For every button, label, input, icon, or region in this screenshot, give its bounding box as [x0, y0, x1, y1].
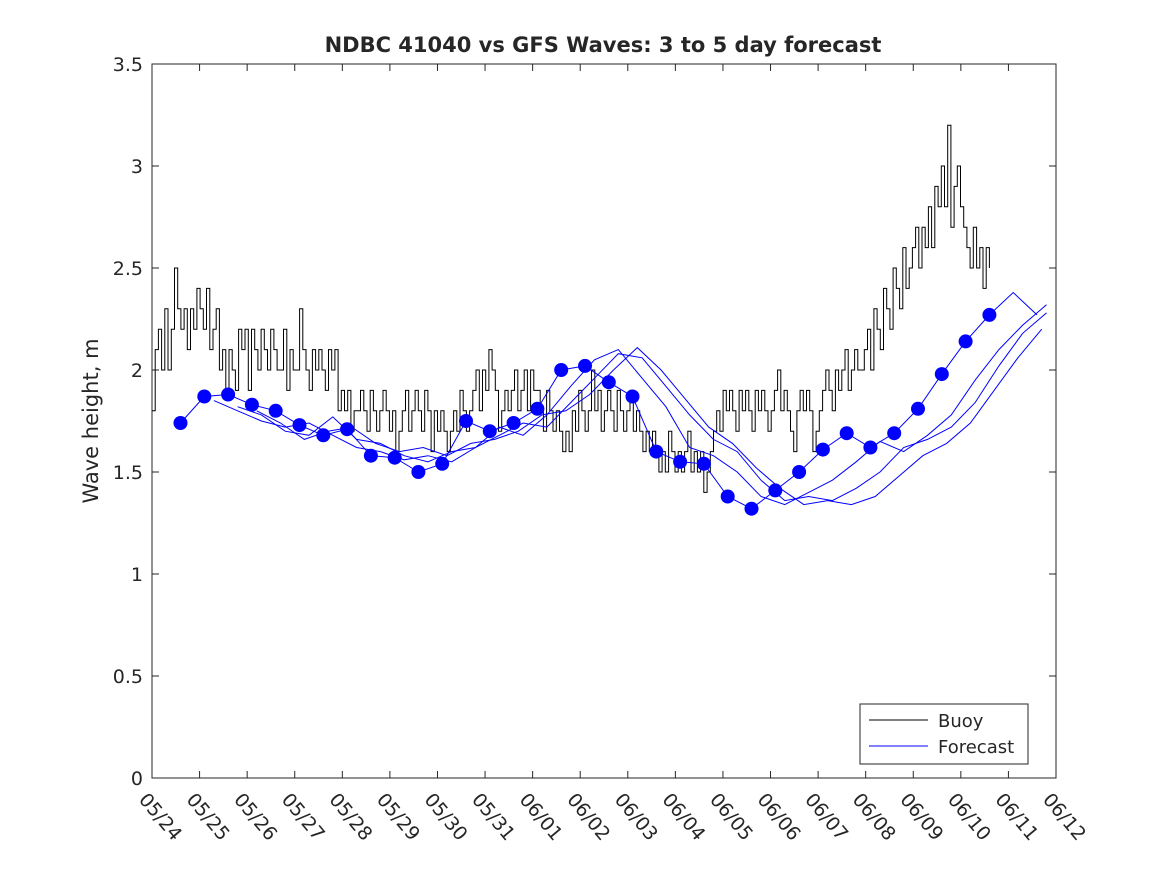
chart-title: NDBC 41040 vs GFS Waves: 3 to 5 day fore… [325, 33, 882, 57]
legend-forecast-label: Forecast [938, 737, 1014, 758]
forecast-point [744, 501, 759, 516]
y-tick-label: 1.5 [113, 462, 143, 484]
forecast-point [601, 375, 616, 390]
legend-box [859, 703, 1029, 765]
forecast-point [482, 424, 497, 439]
forecast-point [221, 387, 236, 402]
y-tick-label: 2.5 [113, 258, 143, 280]
forecast-point [530, 401, 545, 416]
forecast-point [316, 428, 331, 443]
forecast-point [934, 367, 949, 382]
forecast-point [815, 442, 830, 457]
forecast-point [696, 456, 711, 471]
forecast-point [720, 489, 735, 504]
forecast-point [173, 416, 188, 430]
y-tick-label: 0.5 [113, 666, 143, 688]
forecast-point [197, 389, 212, 404]
forecast-point [958, 334, 973, 349]
forecast-line-2 [213, 304, 1047, 506]
y-axis-label: Wave height, m [79, 338, 103, 503]
forecast-point [768, 483, 783, 498]
plot-content [152, 124, 1047, 516]
forecast-point [982, 307, 997, 322]
forecast-line-4 [256, 328, 1043, 506]
forecast-point [340, 422, 355, 437]
forecast-point [625, 389, 640, 404]
y-tick-label: 1 [131, 564, 143, 586]
forecast-point [244, 397, 259, 412]
forecast-point [863, 440, 878, 455]
forecast-point [411, 465, 426, 479]
forecast-point [649, 444, 664, 459]
legend-buoy-label: Buoy [938, 711, 984, 732]
y-tick-label: 2 [131, 360, 143, 382]
forecast-point [554, 363, 569, 377]
forecast-point [506, 416, 521, 430]
forecast-point [911, 401, 925, 416]
y-axis: 0 0.5 1 1.5 2 2.5 3 3.5 [113, 54, 1056, 790]
y-tick-label: 3.5 [113, 54, 143, 76]
forecast-point [578, 358, 592, 373]
forecast-point [792, 465, 807, 479]
forecast-point [363, 448, 378, 463]
forecast-line-3 [237, 312, 1047, 502]
forecast-point [839, 426, 854, 441]
legend: Buoy Forecast [859, 703, 1029, 765]
forecast-point [268, 403, 283, 418]
forecast-point [459, 414, 473, 428]
forecast-point [887, 426, 902, 441]
buoy-line [152, 124, 990, 493]
y-tick-label: 0 [131, 768, 143, 790]
forecast-point [292, 418, 307, 433]
forecast-point [435, 456, 450, 471]
y-tick-label: 3 [131, 156, 143, 178]
forecast-point [387, 450, 402, 465]
forecast-point [673, 454, 688, 469]
